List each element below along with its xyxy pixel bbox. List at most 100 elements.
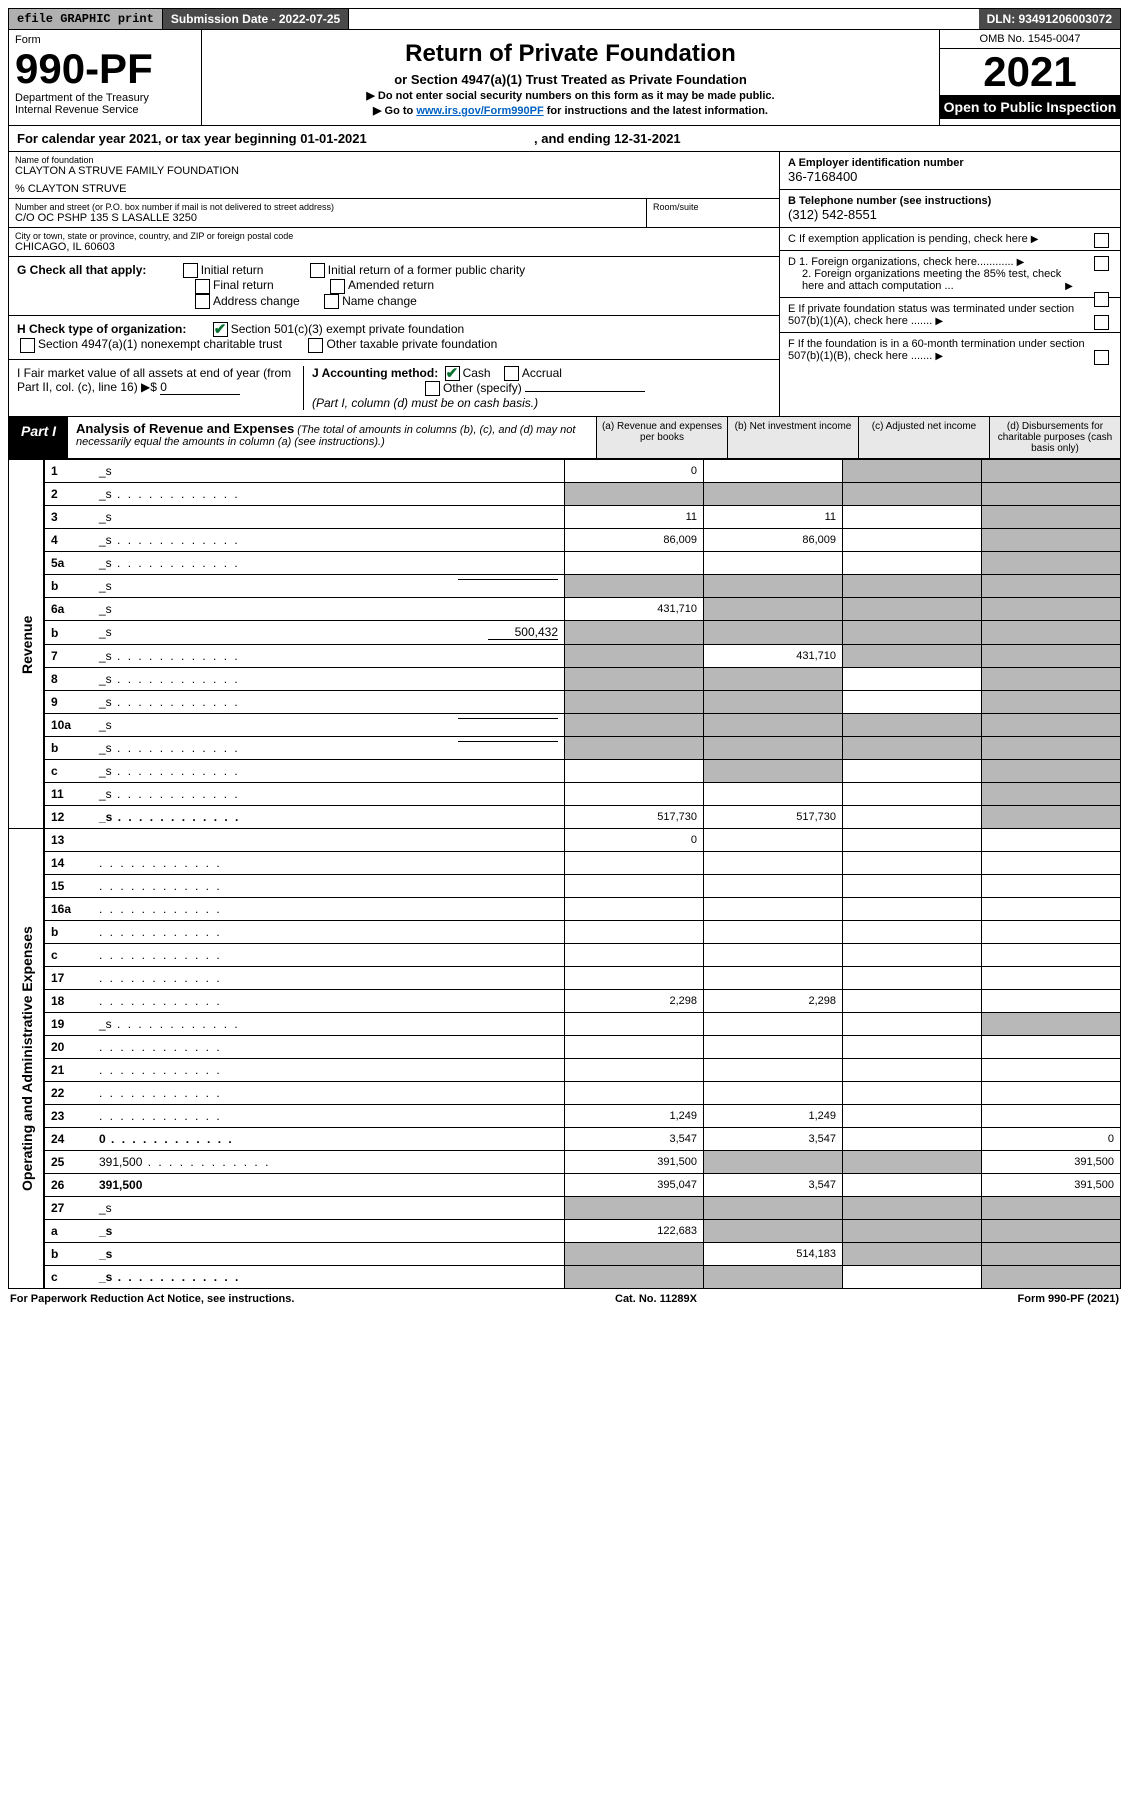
status-terminated-checkbox[interactable] bbox=[1094, 315, 1109, 330]
efile-print-button[interactable]: efile GRAPHIC print bbox=[9, 9, 163, 29]
line-number: 7 bbox=[44, 645, 93, 668]
cell-shaded bbox=[565, 645, 704, 668]
paperwork-notice: For Paperwork Reduction Act Notice, see … bbox=[10, 1293, 294, 1305]
line-description: _s bbox=[93, 575, 565, 598]
line-description: 0 bbox=[93, 1128, 565, 1151]
cell-shaded bbox=[982, 806, 1121, 829]
exemption-pending-label: C If exemption application is pending, c… bbox=[788, 233, 1028, 245]
cell-value bbox=[704, 552, 843, 575]
cell-value bbox=[704, 783, 843, 806]
cell-value bbox=[843, 967, 982, 990]
cell-value: 1,249 bbox=[704, 1105, 843, 1128]
cell-value bbox=[843, 944, 982, 967]
line-description bbox=[93, 1036, 565, 1059]
line-number: b bbox=[44, 621, 93, 645]
line-number: 11 bbox=[44, 783, 93, 806]
line-description: _s bbox=[93, 783, 565, 806]
line-number: 1 bbox=[44, 460, 93, 483]
501c3-checkbox[interactable] bbox=[213, 322, 228, 337]
line-description: _s bbox=[93, 1266, 565, 1289]
line-number: b bbox=[44, 1243, 93, 1266]
d2-label: 2. Foreign organizations meeting the 85%… bbox=[788, 268, 1062, 292]
cell-value bbox=[843, 1128, 982, 1151]
line-description: _s bbox=[93, 483, 565, 506]
cell-shaded bbox=[704, 598, 843, 621]
part1-label: Part I bbox=[9, 417, 68, 458]
other-method-checkbox[interactable] bbox=[425, 381, 440, 396]
line-description: _s bbox=[93, 552, 565, 575]
cell-shaded bbox=[704, 1266, 843, 1289]
cell-shaded bbox=[565, 575, 704, 598]
line-description: _s bbox=[93, 1220, 565, 1243]
cell-value bbox=[843, 1059, 982, 1082]
4947a1-checkbox[interactable] bbox=[20, 338, 35, 353]
ein-value: 36-7168400 bbox=[788, 169, 857, 184]
cash-checkbox[interactable] bbox=[445, 366, 460, 381]
line-number: 14 bbox=[44, 852, 93, 875]
initial-return-checkbox[interactable] bbox=[183, 263, 198, 278]
irs-link[interactable]: www.irs.gov/Form990PF bbox=[416, 105, 543, 117]
final-return-checkbox[interactable] bbox=[195, 279, 210, 294]
cell-value bbox=[982, 875, 1121, 898]
cell-value bbox=[565, 1036, 704, 1059]
cell-value: 391,500 bbox=[982, 1151, 1121, 1174]
line-number: 22 bbox=[44, 1082, 93, 1105]
cell-value bbox=[843, 1105, 982, 1128]
cell-shaded bbox=[565, 621, 704, 645]
other-taxable-checkbox[interactable] bbox=[308, 338, 323, 353]
cell-shaded bbox=[843, 1220, 982, 1243]
exemption-pending-checkbox[interactable] bbox=[1094, 233, 1109, 248]
cell-shaded bbox=[843, 598, 982, 621]
cell-value bbox=[843, 529, 982, 552]
cell-shaded bbox=[982, 575, 1121, 598]
cell-value: 514,183 bbox=[704, 1243, 843, 1266]
amended-return-checkbox[interactable] bbox=[330, 279, 345, 294]
cell-shaded bbox=[565, 714, 704, 737]
60-month-checkbox[interactable] bbox=[1094, 350, 1109, 365]
cell-value: 431,710 bbox=[704, 645, 843, 668]
cell-value bbox=[843, 852, 982, 875]
name-change-checkbox[interactable] bbox=[324, 294, 339, 309]
line-description bbox=[93, 921, 565, 944]
form-number: 990-PF bbox=[15, 48, 195, 90]
cell-value bbox=[843, 1036, 982, 1059]
line-description bbox=[93, 967, 565, 990]
line-description bbox=[93, 875, 565, 898]
line-number: 25 bbox=[44, 1151, 93, 1174]
cell-shaded bbox=[565, 483, 704, 506]
cell-value bbox=[843, 990, 982, 1013]
cell-shaded bbox=[982, 691, 1121, 714]
cell-value bbox=[843, 552, 982, 575]
form-subtitle: or Section 4947(a)(1) Trust Treated as P… bbox=[208, 72, 933, 87]
col-c-header: (c) Adjusted net income bbox=[858, 417, 989, 458]
cell-value bbox=[843, 783, 982, 806]
instructions-line: ▶ Go to www.irs.gov/Form990PF for instru… bbox=[208, 104, 933, 117]
city-label: City or town, state or province, country… bbox=[15, 231, 773, 241]
cell-value bbox=[843, 1174, 982, 1197]
cell-shaded bbox=[843, 575, 982, 598]
cell-value bbox=[982, 1105, 1121, 1128]
cell-shaded bbox=[843, 621, 982, 645]
foreign-org-checkbox[interactable] bbox=[1094, 256, 1109, 271]
line-number: 26 bbox=[44, 1174, 93, 1197]
irs: Internal Revenue Service bbox=[15, 104, 195, 116]
initial-public-charity-checkbox[interactable] bbox=[310, 263, 325, 278]
address-change-checkbox[interactable] bbox=[195, 294, 210, 309]
line-description: _s bbox=[93, 1243, 565, 1266]
cell-value bbox=[704, 1082, 843, 1105]
cell-shaded bbox=[982, 645, 1121, 668]
open-to-public: Open to Public Inspection bbox=[940, 95, 1120, 119]
line-number: b bbox=[44, 737, 93, 760]
accrual-checkbox[interactable] bbox=[504, 366, 519, 381]
line-description bbox=[93, 1105, 565, 1128]
line-number: 2 bbox=[44, 483, 93, 506]
line-number: a bbox=[44, 1220, 93, 1243]
fmv-value: 0 bbox=[160, 380, 240, 395]
d1-label: D 1. Foreign organizations, check here..… bbox=[788, 256, 1014, 268]
cell-value bbox=[982, 1059, 1121, 1082]
cell-shaded bbox=[704, 483, 843, 506]
line-number: 5a bbox=[44, 552, 93, 575]
line-description: _s bbox=[93, 691, 565, 714]
cell-shaded bbox=[982, 529, 1121, 552]
cell-shaded bbox=[843, 714, 982, 737]
